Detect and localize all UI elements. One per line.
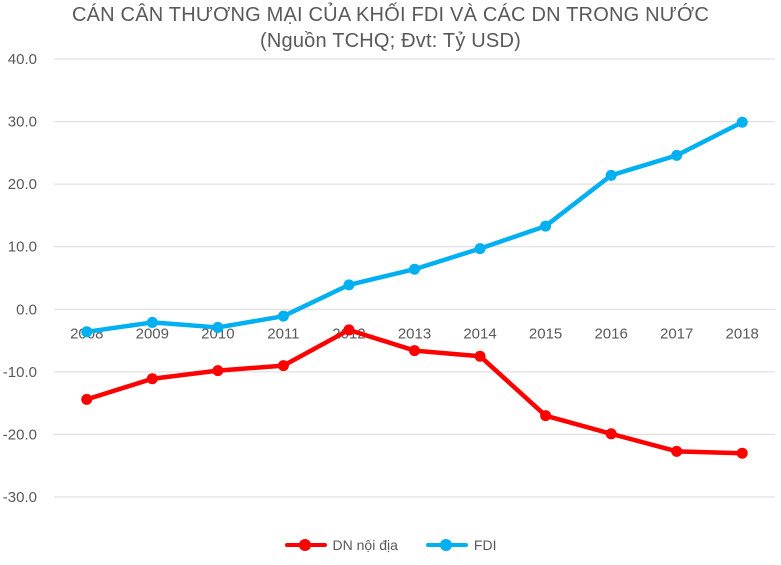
data-point — [277, 360, 289, 372]
legend: DN nội địa FDI — [0, 537, 781, 553]
data-point — [605, 428, 617, 440]
gridlines — [54, 58, 775, 498]
data-point — [605, 169, 617, 181]
x-tick-label: 2009 — [136, 325, 169, 342]
data-point — [212, 321, 224, 333]
data-point — [474, 243, 486, 255]
y-tick-label: 20.0 — [8, 176, 37, 193]
x-tick-label: 2014 — [463, 325, 496, 342]
x-tick-label: 2017 — [660, 325, 693, 342]
data-point — [81, 393, 93, 405]
data-point — [343, 279, 355, 291]
legend-label: DN nội địa — [332, 537, 398, 553]
y-tick-label: -20.0 — [3, 426, 37, 443]
data-point — [736, 116, 748, 128]
series-group — [81, 116, 748, 459]
legend-marker — [298, 539, 311, 551]
legend-swatch-dn-noi-dia — [284, 539, 327, 551]
chart-subtitle: (Nguồn TCHQ; Đvt: Tỷ USD) — [260, 30, 521, 52]
x-tick-label: 2018 — [726, 325, 759, 342]
data-point — [146, 373, 158, 385]
y-tick-label: 40.0 — [8, 51, 37, 68]
y-tick-label: 10.0 — [8, 239, 37, 256]
legend-item-dn-noi-dia: DN nội địa — [284, 537, 398, 553]
data-point — [81, 326, 93, 338]
data-point — [409, 345, 420, 357]
data-point — [671, 149, 683, 161]
y-tick-label: -10.0 — [3, 364, 37, 381]
legend-item-fdi: FDI — [425, 537, 497, 553]
data-point — [540, 220, 552, 232]
data-point — [146, 316, 158, 328]
legend-swatch-fdi — [425, 539, 468, 551]
data-point — [736, 447, 748, 459]
data-point — [212, 365, 224, 377]
y-tick-label: -30.0 — [3, 489, 37, 506]
data-point — [343, 324, 355, 336]
data-point — [540, 410, 552, 422]
chart-title: CÁN CÂN THƯƠNG MẠI CỦA KHỐI FDI VÀ CÁC D… — [71, 4, 710, 26]
data-point — [671, 445, 683, 457]
x-tick-label: 2013 — [398, 325, 431, 342]
data-point — [277, 310, 289, 322]
y-tick-label: 0.0 — [16, 301, 37, 318]
x-tick-label: 2010 — [201, 325, 234, 342]
y-axis-ticks: 40.0 30.0 20.0 10.0 0.0 -10.0 -20.0 -30.0 — [3, 51, 37, 506]
x-tick-label: 2011 — [267, 325, 299, 342]
y-tick-label: 30.0 — [8, 114, 37, 131]
x-tick-label: 2016 — [594, 325, 627, 342]
data-point — [474, 350, 486, 362]
legend-marker — [439, 539, 452, 551]
data-point — [409, 263, 420, 275]
series-line — [84, 119, 745, 335]
legend-label: FDI — [473, 537, 497, 553]
x-tick-label: 2015 — [529, 325, 562, 342]
x-axis-ticks: 2008200920102011201220132014201520162017… — [70, 325, 759, 342]
